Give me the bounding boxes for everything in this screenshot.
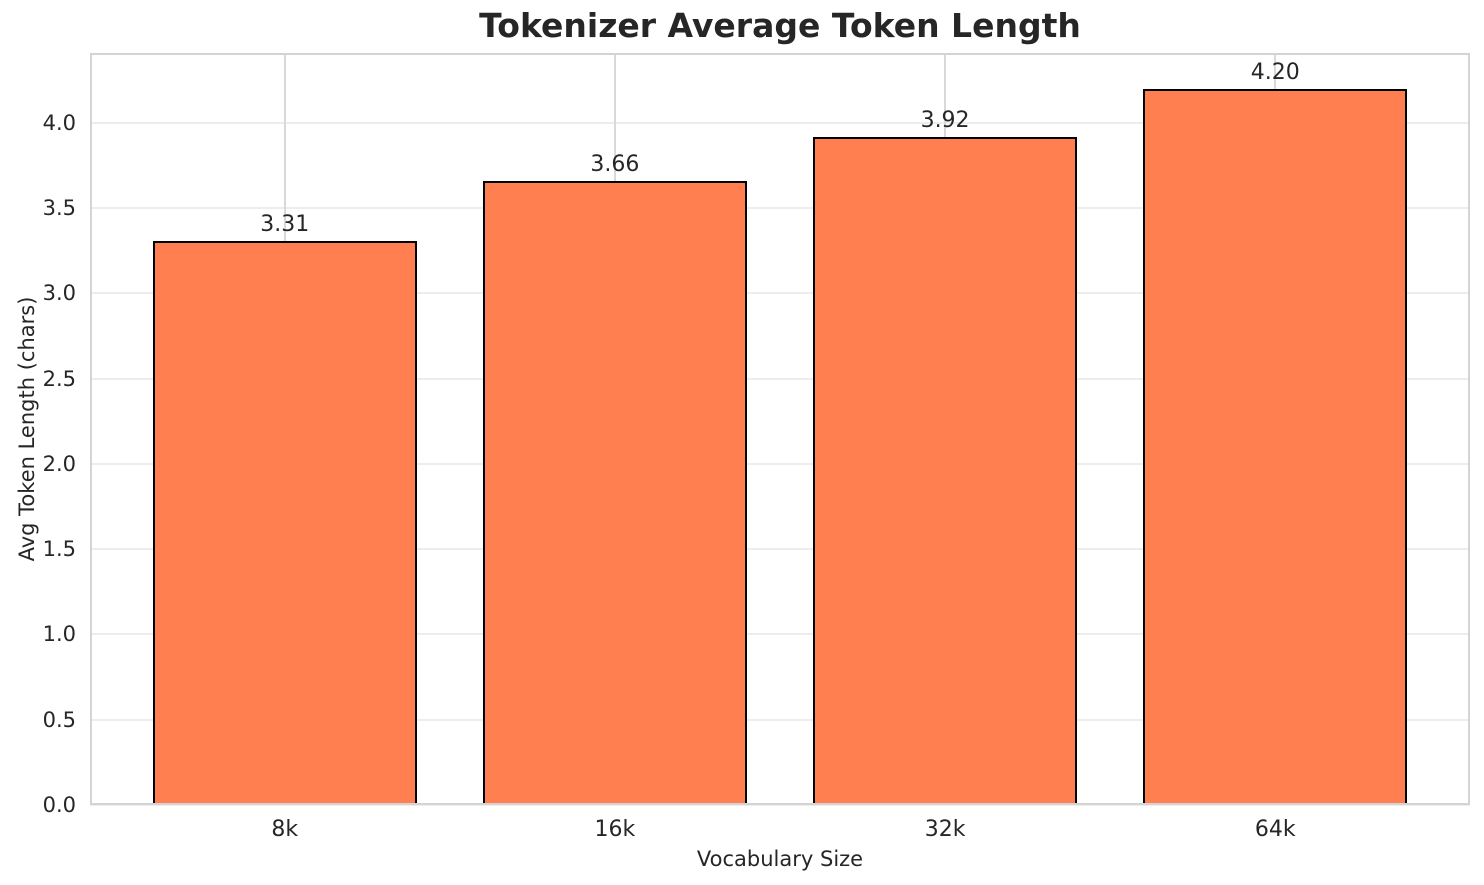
chart-title: Tokenizer Average Token Length bbox=[479, 6, 1081, 45]
horizontal-gridline bbox=[90, 548, 1470, 551]
horizontal-gridline bbox=[90, 207, 1470, 210]
y-tick-label: 3.5 bbox=[42, 196, 76, 221]
y-tick-label: 4.0 bbox=[42, 110, 76, 135]
x-axis-label: Vocabulary Size bbox=[696, 847, 864, 871]
bar-8k bbox=[152, 240, 417, 805]
bar-value-label-16k: 3.66 bbox=[590, 151, 640, 177]
y-tick-label: 0.5 bbox=[42, 707, 76, 732]
y-axis-label: Avg Token Length (chars) bbox=[15, 296, 39, 562]
horizontal-gridline bbox=[90, 804, 1470, 806]
y-tick-label: 2.5 bbox=[42, 366, 76, 391]
bar-value-label-8k: 3.31 bbox=[260, 211, 310, 237]
horizontal-gridline bbox=[90, 633, 1470, 636]
bar-32k bbox=[813, 136, 1078, 805]
x-tick-label-8k: 8k bbox=[271, 817, 299, 842]
bar-value-label-64k: 4.20 bbox=[1250, 59, 1300, 85]
y-tick-label: 0.0 bbox=[42, 793, 76, 817]
x-tick-label-16k: 16k bbox=[594, 817, 636, 842]
horizontal-gridline bbox=[90, 121, 1470, 124]
x-tick-label-64k: 64k bbox=[1254, 817, 1296, 842]
bar-value-label-32k: 3.92 bbox=[920, 107, 970, 133]
horizontal-gridline bbox=[90, 718, 1470, 721]
y-tick-label: 1.5 bbox=[42, 537, 76, 562]
bar-64k bbox=[1143, 88, 1408, 805]
horizontal-gridline bbox=[90, 462, 1470, 465]
y-tick-label: 3.0 bbox=[42, 281, 76, 306]
y-tick-label: 2.0 bbox=[42, 451, 76, 476]
y-tick-label: 1.0 bbox=[42, 622, 76, 647]
bar-16k bbox=[482, 180, 747, 805]
x-tick-label-32k: 32k bbox=[924, 817, 966, 842]
horizontal-gridline bbox=[90, 292, 1470, 295]
plot-area: 3.31 3.66 3.92 4.20 bbox=[90, 53, 1470, 806]
horizontal-gridline bbox=[90, 377, 1470, 380]
